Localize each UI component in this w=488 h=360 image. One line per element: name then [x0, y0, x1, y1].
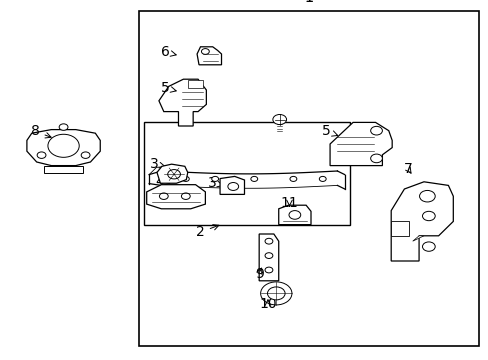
- Polygon shape: [412, 236, 423, 241]
- Text: 6: 6: [161, 45, 176, 59]
- Polygon shape: [157, 164, 187, 183]
- Circle shape: [289, 176, 296, 181]
- Polygon shape: [27, 130, 100, 166]
- Polygon shape: [197, 47, 221, 65]
- Text: 7: 7: [403, 162, 412, 176]
- Text: 8: 8: [31, 125, 51, 138]
- Text: 5: 5: [322, 125, 337, 138]
- Polygon shape: [390, 221, 408, 236]
- Polygon shape: [220, 176, 244, 194]
- Circle shape: [264, 253, 272, 258]
- Polygon shape: [159, 79, 206, 126]
- Circle shape: [422, 211, 434, 221]
- Circle shape: [264, 238, 272, 244]
- Bar: [188, 80, 203, 88]
- Text: 5: 5: [161, 81, 176, 95]
- Bar: [139, 11, 478, 346]
- Circle shape: [250, 176, 257, 181]
- Circle shape: [370, 154, 382, 163]
- Circle shape: [267, 287, 285, 300]
- Circle shape: [182, 176, 189, 181]
- Circle shape: [370, 126, 382, 135]
- Circle shape: [201, 49, 209, 54]
- Polygon shape: [259, 234, 278, 281]
- Circle shape: [227, 183, 238, 190]
- Circle shape: [37, 152, 46, 158]
- Text: 11: 11: [280, 197, 298, 210]
- Circle shape: [288, 211, 300, 219]
- Polygon shape: [390, 182, 452, 261]
- Circle shape: [81, 152, 90, 158]
- Circle shape: [272, 114, 286, 125]
- Circle shape: [159, 193, 168, 199]
- Polygon shape: [329, 122, 391, 166]
- Polygon shape: [146, 185, 205, 209]
- Circle shape: [211, 176, 218, 181]
- Text: 3: 3: [149, 157, 164, 171]
- Text: 4: 4: [155, 175, 169, 189]
- Circle shape: [422, 242, 434, 251]
- Circle shape: [319, 176, 325, 181]
- Circle shape: [59, 124, 68, 130]
- Circle shape: [419, 190, 434, 202]
- Text: 9: 9: [254, 267, 263, 280]
- Polygon shape: [278, 205, 310, 225]
- Text: 1: 1: [304, 0, 313, 5]
- Circle shape: [48, 134, 79, 157]
- Text: 3: 3: [208, 176, 223, 190]
- Circle shape: [181, 193, 190, 199]
- Text: 1: 1: [304, 0, 313, 5]
- Text: 10: 10: [259, 297, 276, 311]
- Text: 2: 2: [196, 225, 219, 239]
- Bar: [144, 122, 349, 225]
- Circle shape: [167, 170, 180, 179]
- Polygon shape: [44, 166, 83, 173]
- Circle shape: [260, 282, 291, 305]
- Circle shape: [264, 267, 272, 273]
